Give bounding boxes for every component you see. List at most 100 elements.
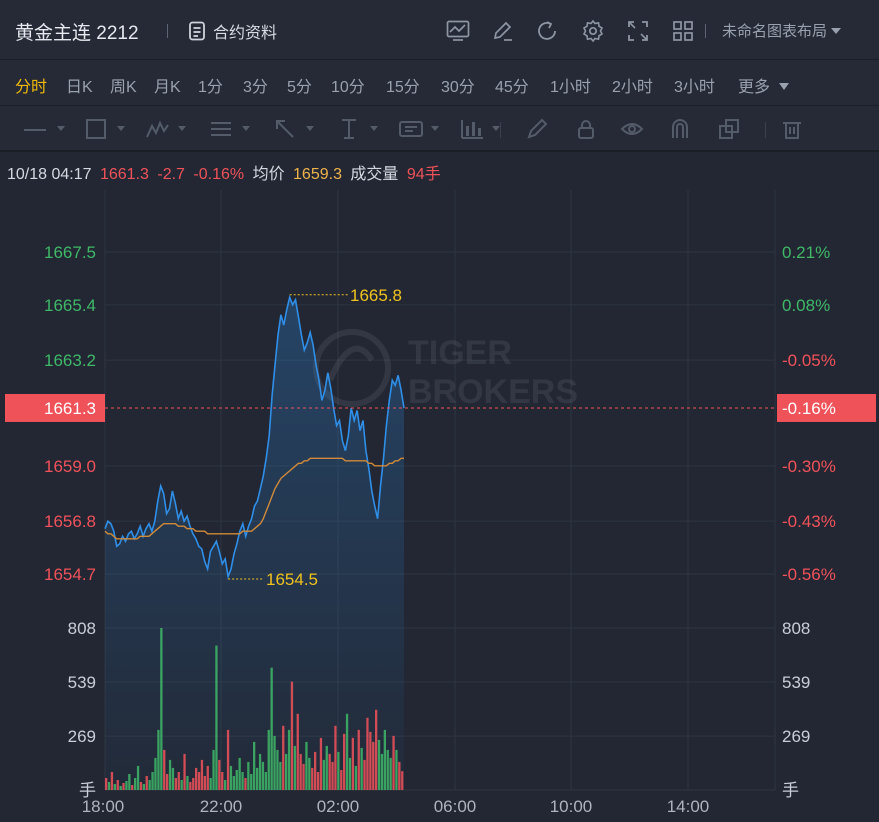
divider: [167, 24, 168, 38]
avg-price: 1659.3: [293, 166, 342, 183]
volume-bar: [200, 759, 204, 790]
volume-bar: [189, 782, 192, 790]
volume-bar: [250, 774, 253, 790]
volume-bar: [131, 785, 134, 790]
drawing-tool-eye[interactable]: [620, 116, 646, 142]
volume-bar: [226, 729, 230, 790]
volume-bar: [186, 776, 189, 790]
period-tab-13[interactable]: 3小时: [674, 79, 715, 96]
period-tab-5[interactable]: 3分: [243, 79, 268, 96]
drawing-tool-text-label[interactable]: [398, 116, 440, 142]
percent-tick-label: 0.21%: [782, 243, 830, 262]
volume-bar: [314, 751, 317, 790]
contract-info-button[interactable]: 合约资料: [188, 18, 277, 44]
avg-label: 均价: [252, 166, 285, 183]
drawing-tool-rectangle[interactable]: [84, 116, 126, 142]
drawing-tool-brush[interactable]: [525, 116, 551, 142]
period-tab-14[interactable]: 更多: [738, 73, 790, 97]
layout-selector[interactable]: 未命名图表布局: [722, 20, 842, 41]
volume-bar: [366, 717, 369, 790]
volume-bar: [221, 772, 224, 790]
current-price-badge: [5, 393, 105, 422]
period-bar: 分时 日K 周K 月K 1分 3分 5分 10分 15分 30分 45分 1小时 2小时 3小时 更多: [0, 60, 879, 106]
volume-bar: [322, 759, 325, 790]
quote-info-line: 10/18 04:17 1661.3 -2.7 -0.16% 均价 1659.3…: [7, 160, 445, 184]
lock-icon: [578, 120, 594, 139]
volume-bar: [247, 761, 250, 790]
volume-bar: [261, 761, 265, 790]
fib-icon: [211, 122, 231, 136]
volume-bar: [389, 757, 392, 790]
drawing-tool-magnet[interactable]: [668, 116, 694, 142]
grid-layout-icon[interactable]: [660, 16, 705, 46]
volume-bar: [354, 765, 357, 790]
period-tab-1[interactable]: 日K: [66, 79, 93, 96]
caret-down-icon: [779, 83, 790, 90]
drawing-tool-vertical-line[interactable]: [337, 116, 379, 142]
volume-bar: [290, 681, 294, 790]
average-line: [104, 457, 404, 540]
period-tab-0[interactable]: 分时: [15, 79, 48, 96]
contract-info-label: 合约资料: [213, 25, 278, 42]
volume-bar: [209, 778, 212, 790]
instrument-title[interactable]: 黄金主连 2212: [15, 23, 139, 44]
document-icon: [188, 21, 206, 41]
volume-bar: [331, 761, 334, 790]
volume-bar: [398, 761, 401, 790]
drawing-tool-fib[interactable]: [209, 116, 251, 142]
drawing-tool-wave[interactable]: [145, 116, 187, 142]
drawing-toolbar: [0, 106, 879, 152]
divider: [705, 24, 706, 38]
period-tab-9[interactable]: 30分: [441, 79, 475, 96]
period-tab-11[interactable]: 1小时: [550, 79, 591, 96]
volume-tick-label-right: 539: [782, 673, 810, 692]
percent-tick-label: 0.08%: [782, 296, 830, 315]
drawing-tool-arrow[interactable]: [273, 116, 315, 142]
fullscreen-icon[interactable]: [615, 16, 660, 46]
period-tab-8[interactable]: 15分: [386, 79, 420, 96]
volume-bar: [212, 749, 215, 790]
price-tick-label: 1659.0: [44, 457, 96, 476]
refresh-icon[interactable]: [525, 16, 570, 46]
volume-bar: [180, 780, 183, 790]
volume-bar: [372, 741, 375, 790]
period-tab-2[interactable]: 周K: [110, 79, 137, 96]
period-tab-3[interactable]: 月K: [154, 79, 181, 96]
eye-icon: [620, 123, 644, 135]
brush-icon: [527, 118, 548, 139]
divider: [500, 122, 501, 138]
volume-bar: [348, 757, 352, 790]
quote-price: 1661.3: [99, 166, 149, 183]
settings-icon[interactable]: [570, 16, 615, 46]
quote-datetime: 10/18 04:17: [7, 166, 92, 183]
drawing-tool-clone[interactable]: [717, 116, 743, 142]
period-tab-12[interactable]: 2小时: [612, 79, 653, 96]
drawing-tool-trash[interactable]: [780, 116, 806, 142]
drawing-tool-bar-pattern[interactable]: [459, 116, 501, 142]
chart-template-icon[interactable]: [435, 16, 480, 46]
volume-bar: [360, 747, 363, 790]
volume-bar: [160, 628, 163, 790]
period-tab-7[interactable]: 10分: [331, 79, 365, 96]
volume-bar: [270, 667, 273, 790]
magnet-icon: [672, 119, 688, 138]
period-tab-6[interactable]: 5分: [287, 79, 312, 96]
percent-tick-label: -0.43%: [782, 512, 836, 531]
volume-bar: [276, 749, 279, 790]
trash-icon: [783, 122, 801, 139]
time-tick-label: 02:00: [317, 797, 360, 816]
volume-bar: [148, 780, 151, 790]
volume-bar: [305, 741, 308, 790]
period-tab-10[interactable]: 45分: [495, 79, 529, 96]
volume-bar: [107, 782, 111, 790]
drawing-tool-line[interactable]: [22, 116, 66, 142]
intraday-chart[interactable]: 18:00 22:00 02:00 06:00 10:00 14:00 1667.5 0.21…: [0, 190, 879, 822]
volume-bar: [125, 781, 128, 790]
edit-icon[interactable]: [480, 16, 525, 46]
drawing-tool-lock[interactable]: [574, 116, 600, 142]
volume-tick-label: 539: [68, 673, 96, 692]
chart-area[interactable]: 18:00 22:00 02:00 06:00 10:00 14:00 1667.5 0.21…: [0, 190, 879, 822]
quote-change: -2.7: [157, 166, 185, 183]
volume-bar: [363, 759, 366, 790]
period-tab-4[interactable]: 1分: [198, 79, 223, 96]
